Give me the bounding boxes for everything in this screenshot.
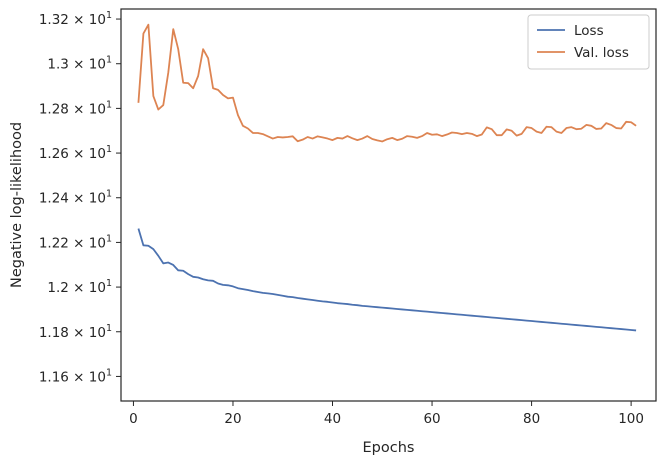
x-tick-label: 20 [224,411,241,427]
y-tick-label: 1.22 × 101 [39,233,112,251]
y-axis-label: Negative log-likelihood [9,122,25,288]
x-tick-label: 60 [423,411,440,427]
series-line-val-loss [137,23,637,143]
x-axis-label: Epochs [363,440,415,456]
y-tick-label: 1.32 × 101 [39,10,112,28]
series-line-loss [137,228,637,332]
axis-ticks: 0 20 40 60 80 100 1.16 × 101 1.18 × 101 1.2 × 10… [39,10,644,427]
y-tick-label: 1.3 × 101 [47,55,112,73]
y-tick-label: 1.16 × 101 [39,367,112,385]
y-tick-label: 1.24 × 101 [39,189,112,207]
legend-box [527,14,650,70]
legend-label-loss: Loss [574,23,604,39]
y-tick-label: 1.28 × 101 [39,99,112,117]
x-tick-label: 0 [129,411,138,427]
x-tick-label: 100 [618,411,644,427]
y-tick-label: 1.2 × 101 [47,278,112,296]
x-tick-label: 80 [523,411,540,427]
plot-frame [120,8,657,402]
legend: Loss Val. loss [527,14,650,70]
y-tick-label: 1.26 × 101 [39,144,112,162]
plot-lines [137,23,637,332]
legend-label-val-loss: Val. loss [574,45,629,61]
x-tick-label: 40 [324,411,341,427]
y-tick-label: 1.18 × 101 [39,323,112,341]
